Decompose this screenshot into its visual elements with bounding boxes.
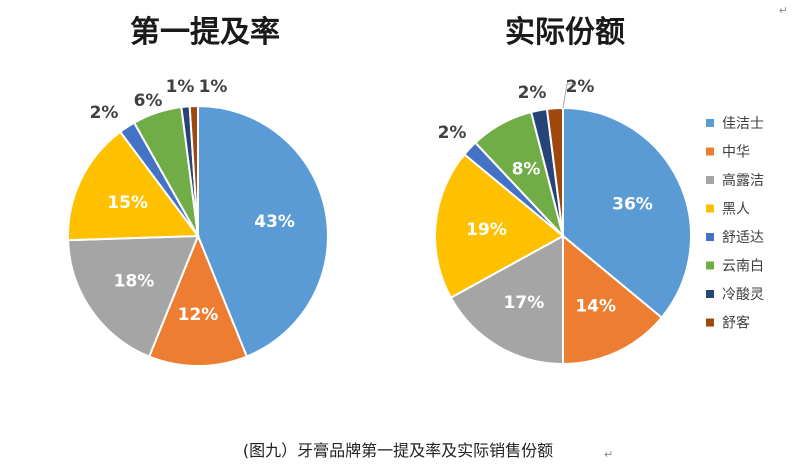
- pie-data-label-8: 1%: [199, 77, 228, 97]
- leader-line: [562, 83, 574, 109]
- pie-data-label-6: 6%: [134, 91, 163, 111]
- pie-slice-8: [545, 106, 564, 237]
- legend-label-1: 佳洁士: [722, 116, 764, 132]
- pie-data-label-7: 1%: [166, 77, 195, 97]
- legend-swatch-6: [706, 261, 714, 270]
- pie-slice-3: [449, 234, 564, 366]
- pie-data-label-1: 43%: [254, 212, 295, 232]
- pie-slice-1: [197, 104, 329, 358]
- legend-swatch-5: [706, 233, 714, 241]
- pie-data-label-3: 17%: [504, 293, 545, 313]
- corner-return-mark: ↵: [779, 4, 788, 17]
- pie-slice-4: [434, 153, 565, 300]
- figure-caption: (图九）牙膏品牌第一提及率及实际销售份额: [243, 441, 553, 460]
- pie-slice-2: [147, 233, 249, 367]
- legend-swatch-2: [706, 147, 714, 156]
- pie-chart-first-mention: 43%12%18%15%2%6%1% 1%: [67, 77, 329, 367]
- pie-data-label-2: 14%: [575, 297, 616, 317]
- pie-chart-actual-share: 36% 14% 17% 19% 2% 8% 2% 2%: [434, 77, 692, 366]
- pie-data-label-3: 18%: [114, 272, 155, 292]
- legend-label-5: 舒适达: [722, 230, 764, 246]
- legend-label-2: 中华: [722, 145, 750, 161]
- pie-data-label-6: 8%: [512, 160, 541, 180]
- pie-data-label-4: 19%: [466, 220, 507, 240]
- pie-slice-8: [188, 104, 199, 237]
- legend-label-7: 冷酸灵: [722, 287, 764, 303]
- legend-swatch-1: [706, 119, 714, 127]
- legend-label-3: 高露洁: [722, 172, 764, 189]
- pie-data-label-1: 36%: [612, 194, 653, 214]
- chart1-title: 第一提及率: [130, 15, 280, 50]
- legend-label-4: 黑人: [722, 202, 750, 218]
- caption-return-mark: ↵: [604, 448, 613, 461]
- pie-slice-2: [562, 233, 664, 366]
- pie-data-label-2: 12%: [178, 305, 219, 325]
- pie-data-label-5: 2%: [438, 123, 467, 143]
- legend-label-6: 云南白: [722, 259, 764, 275]
- pie-slice-4: [67, 130, 200, 242]
- chart2-title: 实际份额: [505, 15, 625, 50]
- legend-swatch-8: [706, 318, 714, 327]
- pie-slice-1: [562, 106, 692, 319]
- pie-data-label-5: 2%: [90, 103, 119, 123]
- legend-swatch-4: [706, 204, 714, 213]
- pie-data-label-8: 2%: [566, 77, 595, 97]
- pie-data-label-4: 15%: [107, 193, 148, 213]
- pie-data-label-7: 2%: [518, 83, 547, 103]
- pie-slice-3: [67, 234, 200, 358]
- legend-label-8: 舒客: [722, 315, 750, 332]
- legend-swatch-7: [706, 290, 714, 298]
- legend-swatch-3: [706, 176, 714, 184]
